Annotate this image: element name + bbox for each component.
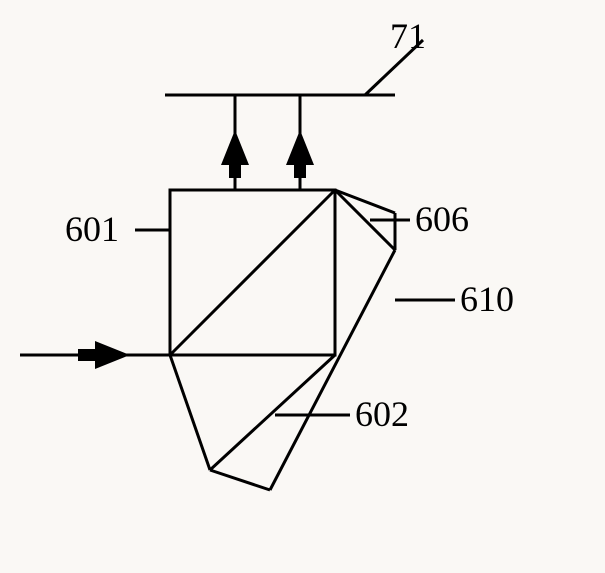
diagram-svg [0, 0, 605, 573]
prism-top-back [335, 190, 395, 213]
label-602: 602 [355, 393, 409, 435]
label-606: 606 [415, 198, 469, 240]
label-601: 601 [65, 208, 119, 250]
arrow-up-left-tail [229, 160, 241, 178]
slab-left-upper [170, 355, 210, 470]
label-610: 610 [460, 278, 514, 320]
arrow-up-right-tail [294, 160, 306, 178]
label-71: 71 [390, 15, 426, 57]
slab-bottom-edge [210, 470, 270, 490]
slab-left-edge [210, 355, 335, 470]
arrow-up-left-head [221, 130, 249, 165]
arrow-in-tail [78, 349, 98, 361]
slab-right-edge [270, 250, 395, 490]
arrow-in-head [95, 341, 130, 369]
arrow-up-right-head [286, 130, 314, 165]
diagonal-front [170, 190, 335, 355]
